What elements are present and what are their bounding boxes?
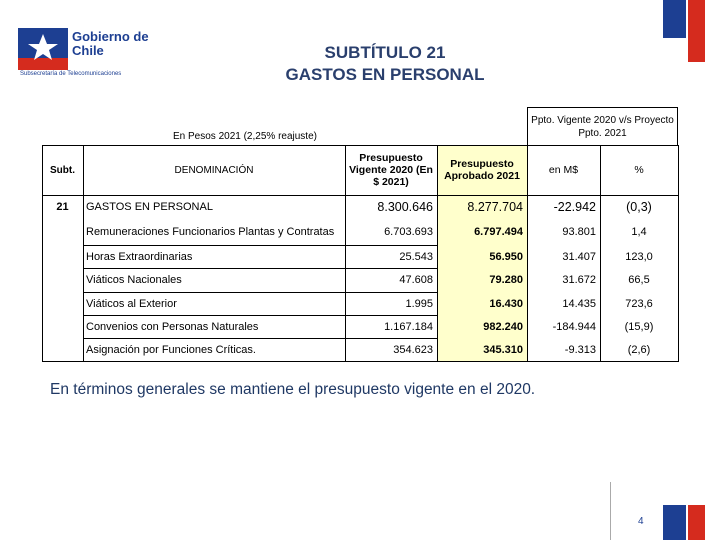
- table-note: En Pesos 2021 (2,25% reajuste): [173, 130, 317, 142]
- table-cell: Asignación por Funciones Críticas.: [86, 343, 256, 356]
- logo-subtitle: Subsecretaría de Telecomunicaciones: [20, 71, 122, 77]
- flag-red: [688, 505, 705, 540]
- table-cell: 354.623: [393, 343, 433, 356]
- column-header: %: [634, 164, 644, 176]
- table-cell: 25.543: [399, 250, 433, 263]
- table-cell: Viáticos al Exterior: [86, 297, 177, 310]
- table-border: [437, 145, 438, 362]
- footer-text: En términos generales se mantiene el pre…: [50, 381, 536, 398]
- table-cell: 93.801: [562, 225, 596, 238]
- table-cell: 79.280: [489, 274, 523, 286]
- column-header: Subt.: [50, 164, 75, 176]
- table-cell: 982.240: [483, 320, 523, 333]
- flag-blue: [663, 0, 686, 38]
- table-cell: 6.703.693: [384, 225, 433, 238]
- table-border: [83, 145, 84, 362]
- table-cell: 6.797.494: [474, 225, 523, 238]
- row-border: [83, 338, 437, 339]
- table-cell: -9.313: [564, 343, 596, 356]
- flag-red: [688, 0, 705, 62]
- page-number: 4: [638, 516, 644, 527]
- table-cell: 16.430: [489, 297, 523, 310]
- table-cell: 723,6: [625, 297, 653, 310]
- table-cell: 31.407: [562, 250, 596, 263]
- table-cell: GASTOS EN PERSONAL: [86, 200, 213, 213]
- table-cell: 345.310: [483, 343, 523, 356]
- column-header: en M$: [548, 164, 579, 176]
- title-line: GASTOS EN PERSONAL: [285, 65, 485, 84]
- table-border: [42, 145, 679, 146]
- logo-shield: [18, 28, 68, 70]
- table-cell: -184.944: [552, 320, 596, 333]
- table-border: [527, 145, 528, 362]
- table-border: [600, 145, 601, 362]
- table-cell: Viáticos Nacionales: [86, 274, 182, 286]
- table-cell: 66,5: [628, 274, 650, 286]
- title: SUBTÍTULO 21 GASTOS EN PERSONAL: [230, 42, 540, 86]
- table-cell: (2,6): [627, 343, 651, 356]
- table-border: [42, 195, 679, 196]
- table-cell: 56.950: [489, 250, 523, 263]
- table-cell: 14.435: [562, 297, 596, 310]
- row-border: [83, 315, 437, 316]
- table-cell: Horas Extraordinarias: [86, 250, 193, 263]
- table-cell: 8.300.646: [377, 199, 433, 214]
- table-cell: (15,9): [624, 320, 654, 333]
- row-border: [83, 245, 437, 246]
- table-cell: 31.672: [562, 274, 596, 286]
- column-header: DENOMINACIÓN: [174, 164, 254, 176]
- column-header: Presupuesto Vigente 2020 (En $ 2021): [349, 152, 433, 188]
- table-cell: 1.995: [405, 297, 433, 310]
- group-header: Ppto. Vigente 2020 v/s Proyecto Ppto. 20…: [527, 107, 678, 145]
- logo-title: Gobierno de Chile: [72, 29, 149, 58]
- table-border: [42, 145, 43, 362]
- row-border: [83, 268, 437, 269]
- table-cell: 1.167.184: [384, 320, 433, 333]
- table-cell: 1,4: [631, 225, 647, 238]
- table-border: [678, 145, 679, 362]
- flag-blue: [663, 505, 686, 540]
- table-cell: Convenios con Personas Naturales: [86, 320, 259, 333]
- table-border: [42, 361, 679, 362]
- table-cell: 123,0: [625, 250, 653, 263]
- table-border: [345, 145, 346, 362]
- table-cell: 47.608: [399, 274, 433, 286]
- table-cell: 21: [56, 200, 69, 213]
- table-cell: Remuneraciones Funcionarios Plantas y Co…: [86, 225, 335, 238]
- footer-rule: [610, 482, 611, 540]
- table-cell: (0,3): [626, 199, 652, 214]
- table-cell: 8.277.704: [467, 199, 523, 214]
- column-header: Presupuesto Aprobado 2021: [444, 158, 520, 182]
- table-cell: -22.942: [553, 199, 596, 214]
- highlight-column: [437, 145, 527, 361]
- title-line: SUBTÍTULO 21: [324, 43, 446, 62]
- row-border: [83, 292, 437, 293]
